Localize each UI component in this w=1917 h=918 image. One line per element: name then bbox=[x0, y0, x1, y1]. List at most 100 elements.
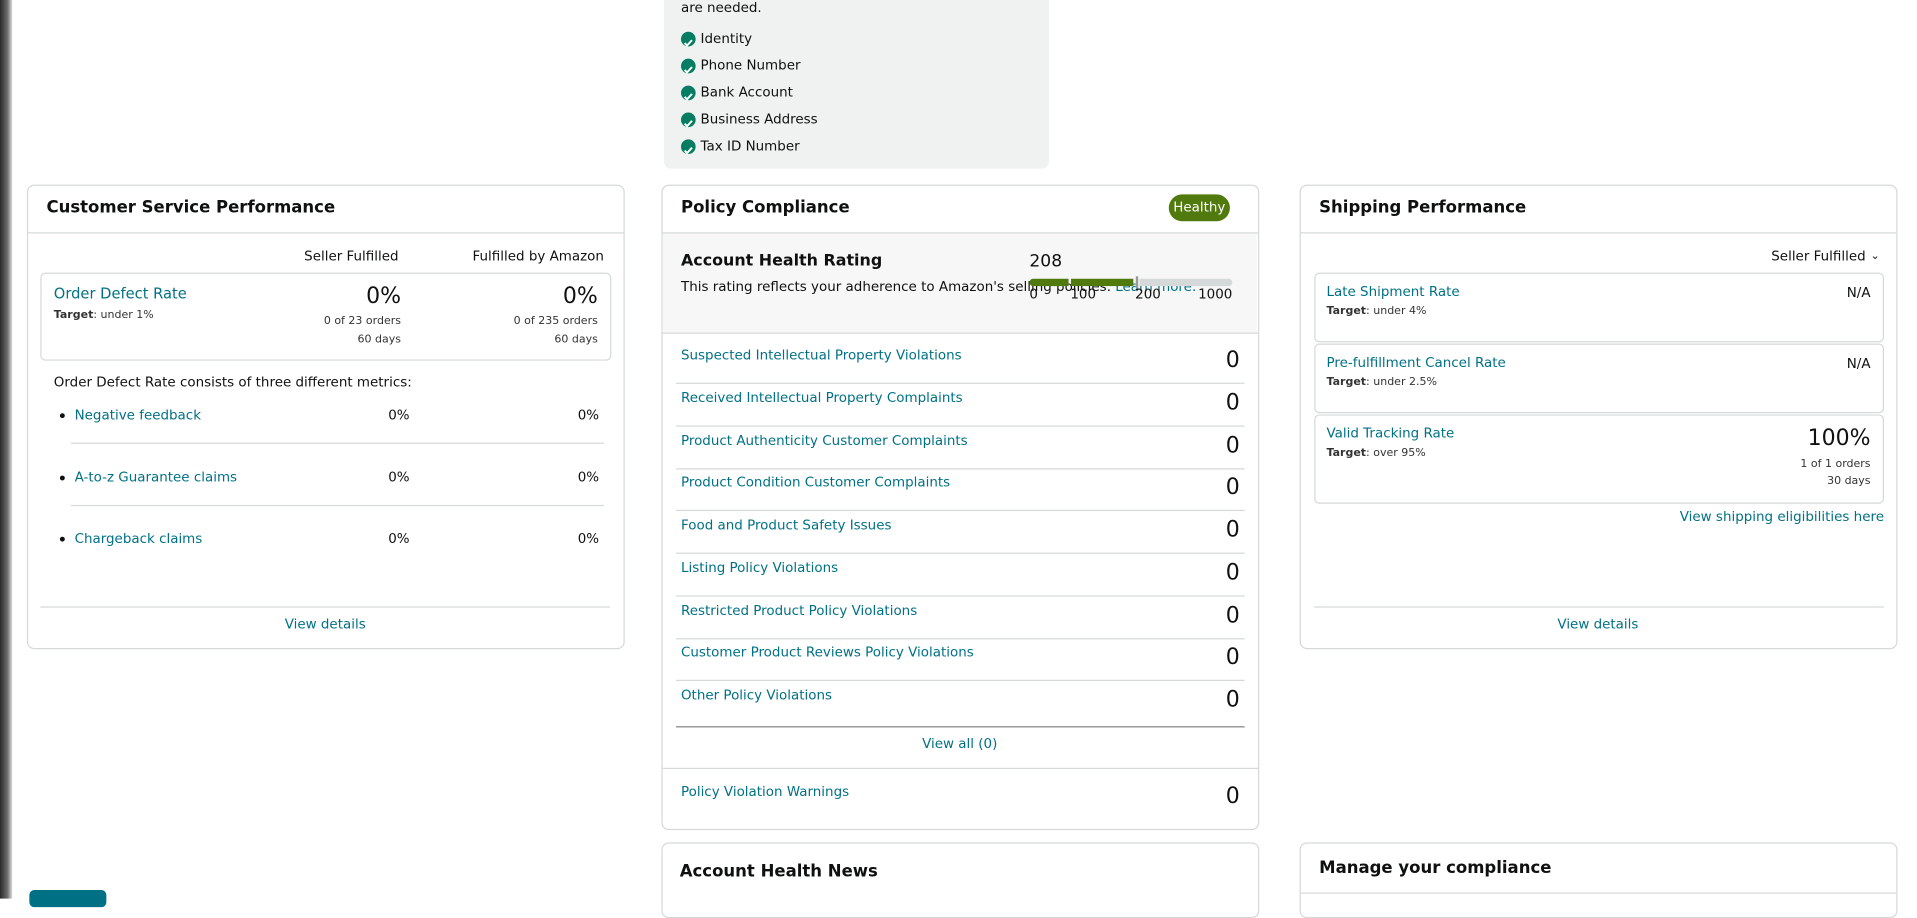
violation-count: 0 bbox=[1225, 389, 1240, 416]
check-icon bbox=[680, 139, 696, 155]
divider bbox=[662, 332, 1259, 334]
violation-count: 0 bbox=[1225, 602, 1240, 628]
scale-label: 200 bbox=[1135, 286, 1161, 302]
eligibility-link[interactable]: View shipping eligibilities here bbox=[1679, 508, 1884, 525]
description-text: This rating reflects your adherence to A… bbox=[680, 278, 1116, 295]
chevron: ⌄ bbox=[1870, 250, 1880, 263]
check-icon bbox=[680, 85, 696, 101]
odr-value: 0% bbox=[366, 283, 402, 310]
warnings-count: 0 bbox=[1225, 783, 1240, 810]
verification-intro: are needed. bbox=[680, 0, 762, 16]
divider bbox=[676, 510, 1245, 512]
violation-count: 0 bbox=[1225, 347, 1240, 373]
check bbox=[683, 66, 693, 74]
metric-link[interactable]: Chargeback claims bbox=[74, 530, 203, 547]
verification-item: Tax ID Number bbox=[700, 138, 800, 155]
metric-link[interactable]: Late Shipment Rate bbox=[1326, 283, 1460, 300]
violation-link[interactable]: Food and Product Safety Issues bbox=[680, 517, 892, 534]
view-details-link[interactable]: View details bbox=[1557, 616, 1639, 633]
view-all-link[interactable]: View all (0) bbox=[922, 735, 998, 752]
violation-link[interactable]: Customer Product Reviews Policy Violatio… bbox=[680, 644, 974, 661]
bullet bbox=[59, 474, 65, 480]
card-title: Policy Compliance bbox=[680, 198, 850, 218]
metric-link[interactable]: Negative feedback bbox=[74, 407, 201, 424]
odr-period: 60 days bbox=[554, 333, 598, 346]
verification-item: Phone Number bbox=[700, 57, 801, 74]
target-label: Target bbox=[1326, 447, 1367, 460]
verification-item: Business Address bbox=[700, 111, 818, 128]
card-title: Manage your compliance bbox=[1319, 858, 1552, 878]
compliance-card bbox=[1299, 842, 1898, 918]
metric-fba: 0% bbox=[577, 407, 600, 424]
column-header: Seller Fulfilled bbox=[304, 248, 399, 265]
violation-count: 0 bbox=[1225, 644, 1240, 671]
odr-orders: 0 of 23 orders bbox=[323, 315, 402, 328]
metric-orders: 1 of 1 orders bbox=[1800, 458, 1871, 471]
violation-link[interactable]: Suspected Intellectual Property Violatio… bbox=[680, 347, 962, 364]
divider bbox=[1300, 892, 1897, 894]
target-label: Target bbox=[1326, 305, 1367, 318]
odr-link[interactable]: Order Defect Rate bbox=[53, 284, 187, 302]
verification-panel bbox=[663, 0, 1049, 169]
target-text: : under 2.5% bbox=[1366, 376, 1437, 389]
divider bbox=[40, 606, 611, 608]
bullet bbox=[59, 536, 65, 542]
target: Target: under 4% bbox=[1326, 304, 1426, 319]
check-icon bbox=[680, 112, 696, 128]
metric-seller: 0% bbox=[388, 530, 410, 547]
metric-seller: 0% bbox=[388, 468, 410, 485]
view-details-link[interactable]: View details bbox=[284, 616, 366, 633]
verification-item: Identity bbox=[700, 30, 753, 47]
customer-service-card bbox=[26, 184, 625, 650]
metric-link[interactable]: Valid Tracking Rate bbox=[1326, 425, 1455, 442]
filter-dropdown[interactable]: Seller Fulfilled bbox=[1771, 248, 1866, 265]
check-icon bbox=[680, 31, 696, 47]
divider bbox=[676, 680, 1245, 682]
metric-period: 30 days bbox=[1827, 475, 1871, 488]
violation-count: 0 bbox=[1225, 432, 1240, 458]
check bbox=[683, 93, 693, 101]
metric-box bbox=[1314, 343, 1884, 414]
card-title: Shipping Performance bbox=[1319, 198, 1527, 218]
metric-value: N/A bbox=[1846, 284, 1871, 301]
metric-link[interactable]: A-to-z Guarantee claims bbox=[74, 468, 238, 485]
divider bbox=[1314, 606, 1884, 608]
violation-link[interactable]: Restricted Product Policy Violations bbox=[680, 602, 918, 619]
target-label: Target bbox=[1326, 376, 1367, 389]
violation-count: 0 bbox=[1225, 559, 1240, 586]
check bbox=[683, 147, 693, 155]
target: Target: under 1% bbox=[54, 308, 154, 323]
warnings-link[interactable]: Policy Violation Warnings bbox=[680, 783, 850, 800]
violation-link[interactable]: Product Authenticity Customer Complaints bbox=[680, 432, 968, 449]
bar-seg bbox=[1029, 278, 1069, 287]
target: Target: over 95% bbox=[1326, 446, 1425, 461]
metric-fba: 0% bbox=[577, 530, 600, 547]
violation-count: 0 bbox=[1225, 474, 1240, 501]
column-header: Fulfilled by Amazon bbox=[472, 248, 604, 265]
divider bbox=[662, 232, 1259, 234]
divider bbox=[28, 232, 624, 234]
check-icon bbox=[680, 58, 696, 74]
feedback-button[interactable] bbox=[29, 890, 107, 908]
odr-value: 0% bbox=[562, 283, 598, 310]
metric-value: 100% bbox=[1807, 425, 1871, 452]
metric-link[interactable]: Pre-fulfillment Cancel Rate bbox=[1326, 354, 1506, 371]
violation-link[interactable]: Product Condition Customer Complaints bbox=[680, 474, 951, 491]
scale-label: 0 bbox=[1029, 286, 1038, 302]
bar-seg bbox=[1139, 278, 1233, 287]
violation-link[interactable]: Listing Policy Violations bbox=[680, 559, 839, 576]
card-title: Account Health News bbox=[679, 861, 878, 882]
rating-score: 208 bbox=[1029, 251, 1063, 272]
bullet bbox=[59, 413, 65, 419]
target-text: : under 1% bbox=[93, 309, 154, 322]
metric-fba: 0% bbox=[577, 468, 600, 485]
divider bbox=[1300, 232, 1897, 234]
metric-seller: 0% bbox=[388, 407, 410, 424]
divider bbox=[676, 595, 1245, 597]
bar-seg bbox=[1070, 278, 1134, 287]
divider bbox=[662, 767, 1259, 770]
violation-link[interactable]: Received Intellectual Property Complaint… bbox=[680, 389, 963, 406]
target-label: Target bbox=[53, 309, 94, 322]
target: Target: under 2.5% bbox=[1326, 375, 1436, 390]
violation-link[interactable]: Other Policy Violations bbox=[680, 687, 833, 703]
